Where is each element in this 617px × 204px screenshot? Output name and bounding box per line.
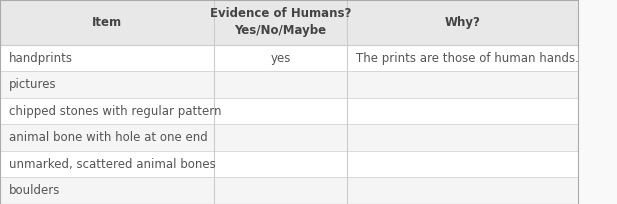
Text: Evidence of Humans?
Yes/No/Maybe: Evidence of Humans? Yes/No/Maybe bbox=[210, 7, 351, 38]
Text: The prints are those of human hands.: The prints are those of human hands. bbox=[355, 52, 579, 65]
Text: yes: yes bbox=[270, 52, 291, 65]
Text: chipped stones with regular pattern: chipped stones with regular pattern bbox=[9, 105, 221, 118]
Text: animal bone with hole at one end: animal bone with hole at one end bbox=[9, 131, 207, 144]
Bar bbox=[0, 98, 578, 124]
Bar bbox=[0, 0, 578, 45]
Bar bbox=[0, 124, 578, 151]
Text: Item: Item bbox=[92, 16, 122, 29]
Bar bbox=[0, 177, 578, 204]
Text: unmarked, scattered animal bones: unmarked, scattered animal bones bbox=[9, 158, 215, 171]
Text: pictures: pictures bbox=[9, 78, 56, 91]
Bar bbox=[0, 45, 578, 71]
Text: Why?: Why? bbox=[445, 16, 481, 29]
Text: handprints: handprints bbox=[9, 52, 73, 65]
Bar bbox=[0, 71, 578, 98]
Bar bbox=[0, 151, 578, 177]
Text: boulders: boulders bbox=[9, 184, 60, 197]
